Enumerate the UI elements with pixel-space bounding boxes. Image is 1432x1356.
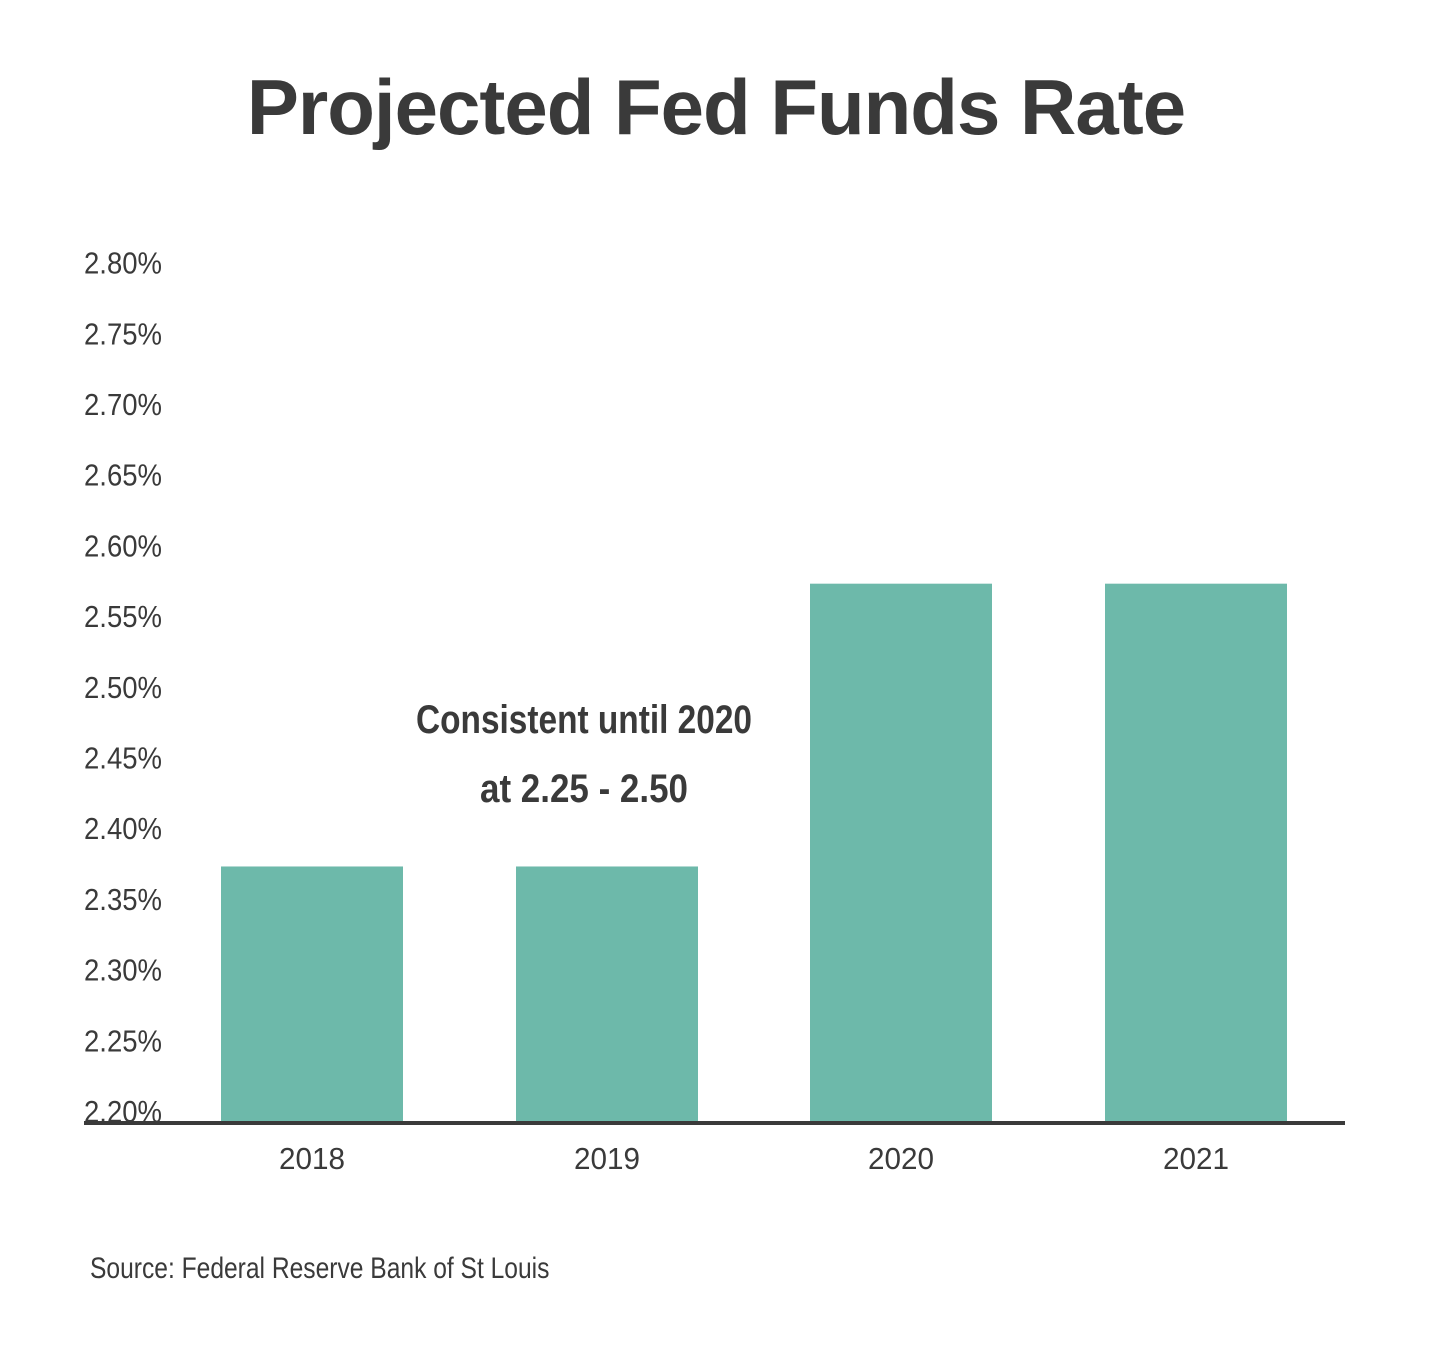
y-tick-label: 2.45% bbox=[84, 741, 162, 776]
annotation-line: at 2.25 - 2.50 bbox=[480, 767, 688, 811]
bar-2021 bbox=[1105, 583, 1287, 1121]
y-tick-label: 2.55% bbox=[84, 599, 162, 634]
x-tick-label: 2020 bbox=[868, 1141, 934, 1176]
bars bbox=[221, 583, 1287, 1121]
y-tick-label: 2.60% bbox=[84, 528, 162, 563]
bar-2019 bbox=[516, 866, 698, 1121]
y-tick-label: 2.30% bbox=[84, 953, 162, 988]
y-tick-label: 2.25% bbox=[84, 1023, 162, 1058]
bar-2018 bbox=[221, 866, 403, 1121]
y-tick-label: 2.35% bbox=[84, 882, 162, 917]
x-tick-label: 2019 bbox=[574, 1141, 640, 1176]
y-tick-label: 2.50% bbox=[84, 670, 162, 705]
x-tick-label: 2018 bbox=[279, 1141, 345, 1176]
source-note: Source: Federal Reserve Bank of St Louis bbox=[90, 1252, 550, 1285]
chart-title: Projected Fed Funds Rate bbox=[246, 63, 1186, 151]
annotation: Consistent until 2020 at 2.25 - 2.50 bbox=[416, 698, 752, 811]
y-tick-label: 2.40% bbox=[84, 811, 162, 846]
annotation-line: Consistent until 2020 bbox=[416, 698, 752, 742]
y-axis: 2.80% 2.75% 2.70% 2.65% 2.60% 2.55% 2.50% 2.45%… bbox=[84, 246, 162, 1129]
y-tick-label: 2.75% bbox=[84, 316, 162, 351]
y-tick-label: 2.65% bbox=[84, 458, 162, 493]
y-tick-label: 2.70% bbox=[84, 387, 162, 422]
x-axis: 2018 2019 2020 2021 bbox=[279, 1141, 1229, 1176]
x-tick-label: 2021 bbox=[1163, 1141, 1229, 1176]
y-tick-label: 2.80% bbox=[84, 246, 162, 281]
bar-2020 bbox=[810, 583, 992, 1121]
